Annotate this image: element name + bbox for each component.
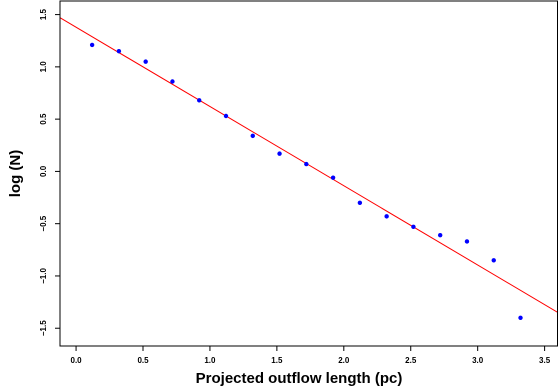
data-point	[277, 151, 282, 156]
data-point	[437, 232, 443, 238]
y-tick-label: 0.0	[39, 165, 48, 177]
x-tick-label: 1.0	[204, 356, 216, 365]
fit-line-layer	[59, 17, 558, 313]
data-point	[330, 175, 336, 180]
data-point	[143, 59, 148, 64]
y-tick-label: −1.5	[39, 320, 48, 336]
data-point	[89, 42, 95, 48]
x-axis-title: Projected outflow length (pc)	[196, 370, 403, 387]
data-point	[464, 239, 470, 244]
data-point	[170, 79, 175, 84]
y-tick-label: −1.0	[39, 268, 48, 284]
y-tick-label: 1.5	[39, 8, 48, 20]
x-tick-label: 0.5	[137, 356, 149, 365]
data-point	[197, 98, 202, 103]
x-tick-label: 1.5	[271, 356, 283, 365]
data-points-layer	[89, 42, 523, 320]
data-point	[304, 161, 309, 167]
y-axis: −1.5 −1.0 −0.5 0.0 0.5 1.0 1.5	[39, 8, 60, 336]
y-tick-label: 0.5	[39, 113, 48, 125]
x-axis: 0.0 0.5 1.0 1.5 2.0 2.5 3.0 3.5	[71, 346, 551, 365]
data-point	[384, 214, 389, 219]
data-point	[411, 224, 416, 230]
x-tick-label: 3.5	[539, 356, 551, 365]
data-point	[116, 48, 122, 54]
data-point	[223, 113, 229, 119]
x-tick-label: 2.5	[405, 356, 417, 365]
x-tick-label: 2.0	[338, 356, 350, 365]
y-tick-label: −0.5	[39, 215, 48, 231]
data-point	[357, 200, 363, 205]
y-axis-title: log (N)	[7, 150, 24, 197]
data-point	[518, 315, 523, 320]
data-point	[250, 133, 255, 139]
y-tick-label: 1.0	[39, 61, 48, 73]
fit-line	[59, 17, 558, 313]
data-point	[491, 258, 496, 263]
x-tick-label: 0.0	[71, 356, 83, 365]
x-tick-label: 3.0	[472, 356, 484, 365]
